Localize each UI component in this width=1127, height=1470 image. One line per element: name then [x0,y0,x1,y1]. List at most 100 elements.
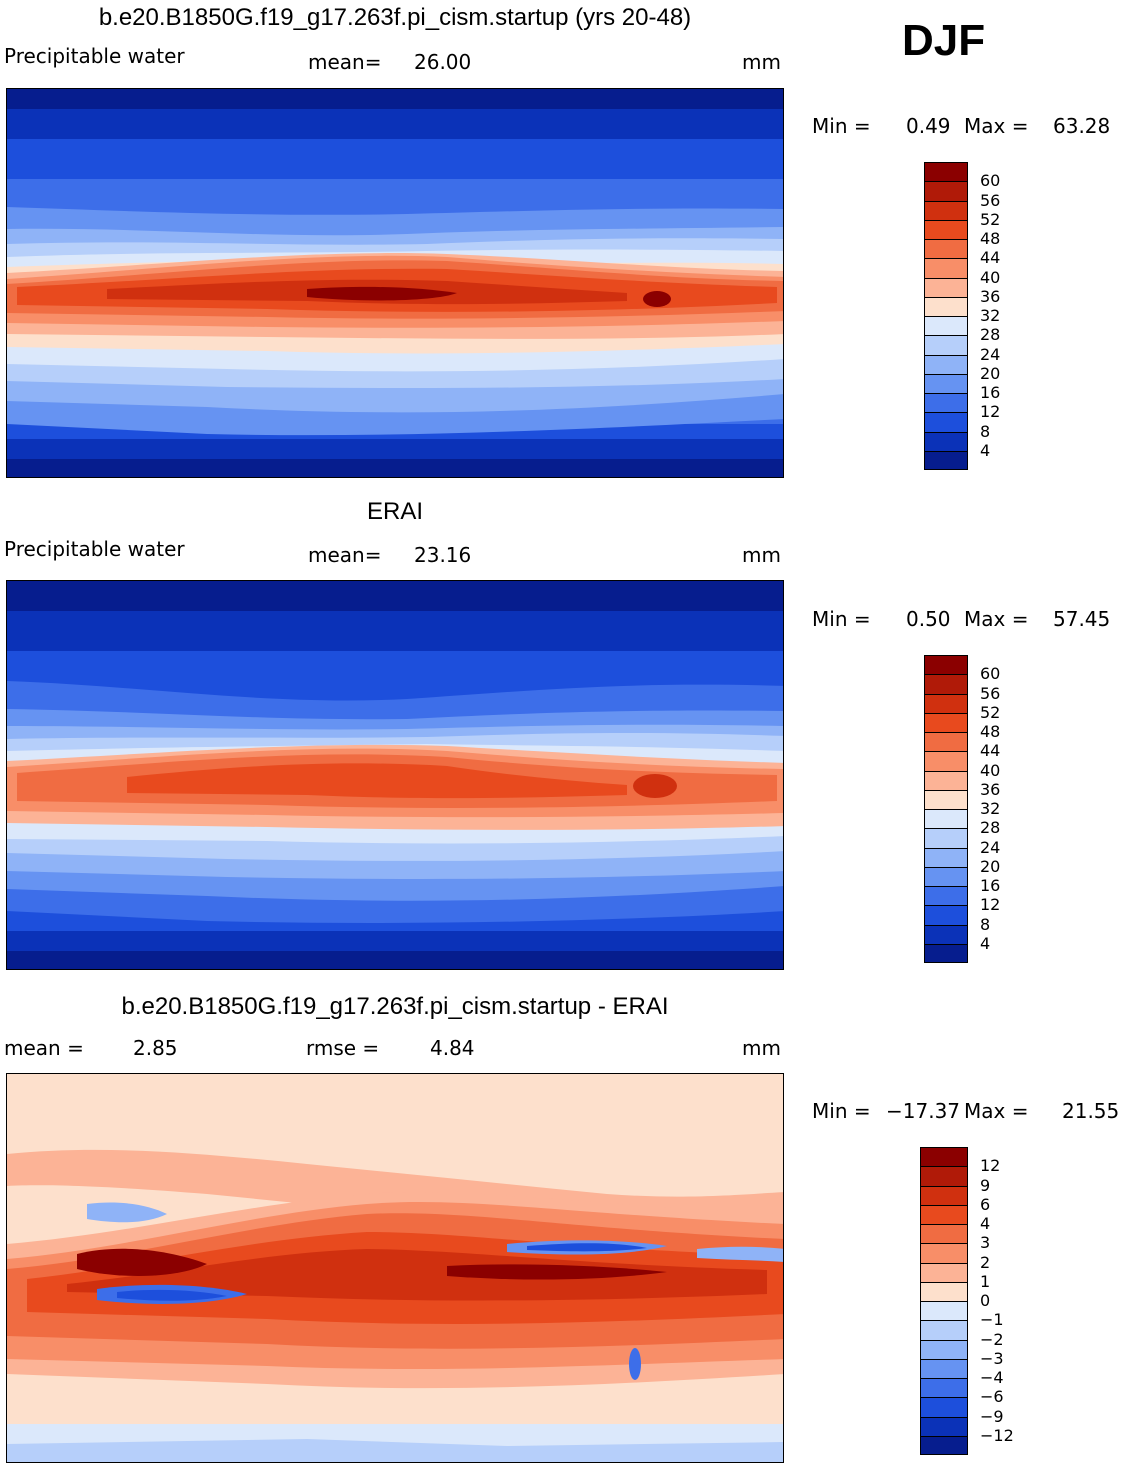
colorbar-tick-label: 60 [980,664,1001,684]
colorbar-tick-label: −2 [980,1329,1004,1349]
colorbar-frame [924,162,968,470]
colorbar-box [920,1320,968,1340]
colorbar-box [920,1378,968,1398]
colorbar-box [924,219,968,239]
colorbar-tick-label: 4 [980,933,991,953]
colorbar-tick-label: −3 [980,1348,1004,1368]
colorbar-tick-label: 52 [980,209,1001,229]
colorbar-box [924,181,968,201]
colorbar-box [924,277,968,297]
colorbar-tick-label: 56 [980,190,1001,210]
colorbar-tick-label: 44 [980,248,1001,268]
panel-obs-min-label: Min = [812,607,871,631]
panel-obs-max-label: Max = [964,607,1029,631]
colorbar-tick-label: 1 [980,1271,991,1291]
colorbar-tick-label: 12 [980,402,1001,422]
colorbar-box [920,1435,968,1455]
colorbar-tick-label: 24 [980,837,1001,857]
panel-obs-units: mm [742,543,781,567]
colorbar-box [924,431,968,451]
panel-model-mean-label: mean= [308,50,382,74]
panel-diff-min-value: −17.37 [886,1099,961,1123]
colorbar-tick-label: 28 [980,325,1001,345]
colorbar-box [924,316,968,336]
colorbar-box [924,296,968,316]
colorbar-box [924,655,968,675]
model-field-svg [7,89,783,477]
colorbar-box [924,258,968,278]
colorbar-box [924,886,968,906]
colorbar-box [924,354,968,374]
panel-diff-max-label: Max = [964,1099,1029,1123]
colorbar-frame [920,1147,968,1455]
colorbar-tick-label: 40 [980,267,1001,287]
colorbar-tick-label: 8 [980,914,991,934]
colorbar-tick-label: 36 [980,286,1001,306]
diff-field-svg [7,1074,783,1462]
panel-obs-variable-label: Precipitable water [4,537,185,561]
colorbar-tick-label: −9 [980,1406,1004,1426]
colorbar-tick-label: 60 [980,171,1001,191]
colorbar-tick-label: 12 [980,895,1001,915]
panel-model-max-label: Max = [964,114,1029,138]
panel-obs-title: ERAI [366,498,423,525]
panel-diff-max-value: 21.55 [1062,1099,1120,1123]
colorbar-box [924,809,968,829]
colorbar-box [924,712,968,732]
colorbar-box [920,1147,968,1167]
colorbar-tick-label: 16 [980,383,1001,402]
colorbar-box [920,1166,968,1186]
colorbar-box [924,847,968,867]
colorbar-box [920,1243,968,1263]
colorbar-tick-label: 32 [980,306,1001,325]
colorbar-tick-label: 20 [980,856,1001,876]
colorbar-box [924,200,968,220]
panel-diff-min-label: Min = [812,1099,871,1123]
colorbar-box [924,828,968,848]
panel-obs-min-value: 0.50 [906,607,951,631]
panel-model-variable-label: Precipitable water [4,44,185,68]
colorbar-tick-label: −6 [980,1387,1004,1407]
panel-model-title: b.e20.B1850G.f19_g17.263f.pi_cism.startu… [98,4,692,31]
colorbar-box [924,373,968,393]
obs-field-svg [7,581,783,969]
panel-model-colorbar: 60 56 52 48 44 40 36 32 28 24 20 16 12 8 4 [924,162,1000,470]
colorbar-tick-label: 48 [980,229,1001,248]
colorbar-box [924,943,968,963]
colorbar-tick-label: −12 [980,1425,1014,1445]
colorbar-box [924,162,968,182]
panel-obs-mean-label: mean= [308,543,382,567]
colorbar-box [924,239,968,259]
panel-diff-rmse-label: rmse = [306,1036,380,1060]
panel-model-min-label: Min = [812,114,871,138]
colorbar-tick-label: 56 [980,683,1001,703]
colorbar-tick-label: 36 [980,779,1001,799]
colorbar-tick-label: 12 [980,1156,1001,1176]
colorbar-box [924,674,968,694]
colorbar-box [920,1185,968,1205]
panel-diff-mean-label: mean = [4,1036,84,1060]
panel-model-mean-value: 26.00 [414,50,472,74]
panel-obs-map [6,580,784,970]
colorbar-tick-label: 3 [980,1233,991,1253]
panel-diff-units: mm [742,1036,781,1060]
colorbar-box [920,1262,968,1282]
panel-diff-colorbar: 12 9 6 4 3 2 1 0 −1 −2 −3 −4 −6 −9 −12 [920,1147,1014,1455]
colorbar-box [924,412,968,432]
colorbar-box [924,335,968,355]
colorbar-box [924,693,968,713]
colorbar-tick-label: 52 [980,702,1001,722]
panel-model-units: mm [742,50,781,74]
panel-model-map [6,88,784,478]
panel-obs-mean-value: 23.16 [414,543,472,567]
panel-obs-max-value: 57.45 [1053,607,1111,631]
colorbar-box [924,450,968,470]
colorbar-tick-label: 8 [980,421,991,441]
colorbar-box [924,393,968,413]
colorbar-box [924,789,968,809]
colorbar-box [924,770,968,790]
colorbar-tick-label: 28 [980,818,1001,838]
colorbar-box [920,1416,968,1436]
panel-diff-map [6,1073,784,1463]
colorbar-box [920,1204,968,1224]
